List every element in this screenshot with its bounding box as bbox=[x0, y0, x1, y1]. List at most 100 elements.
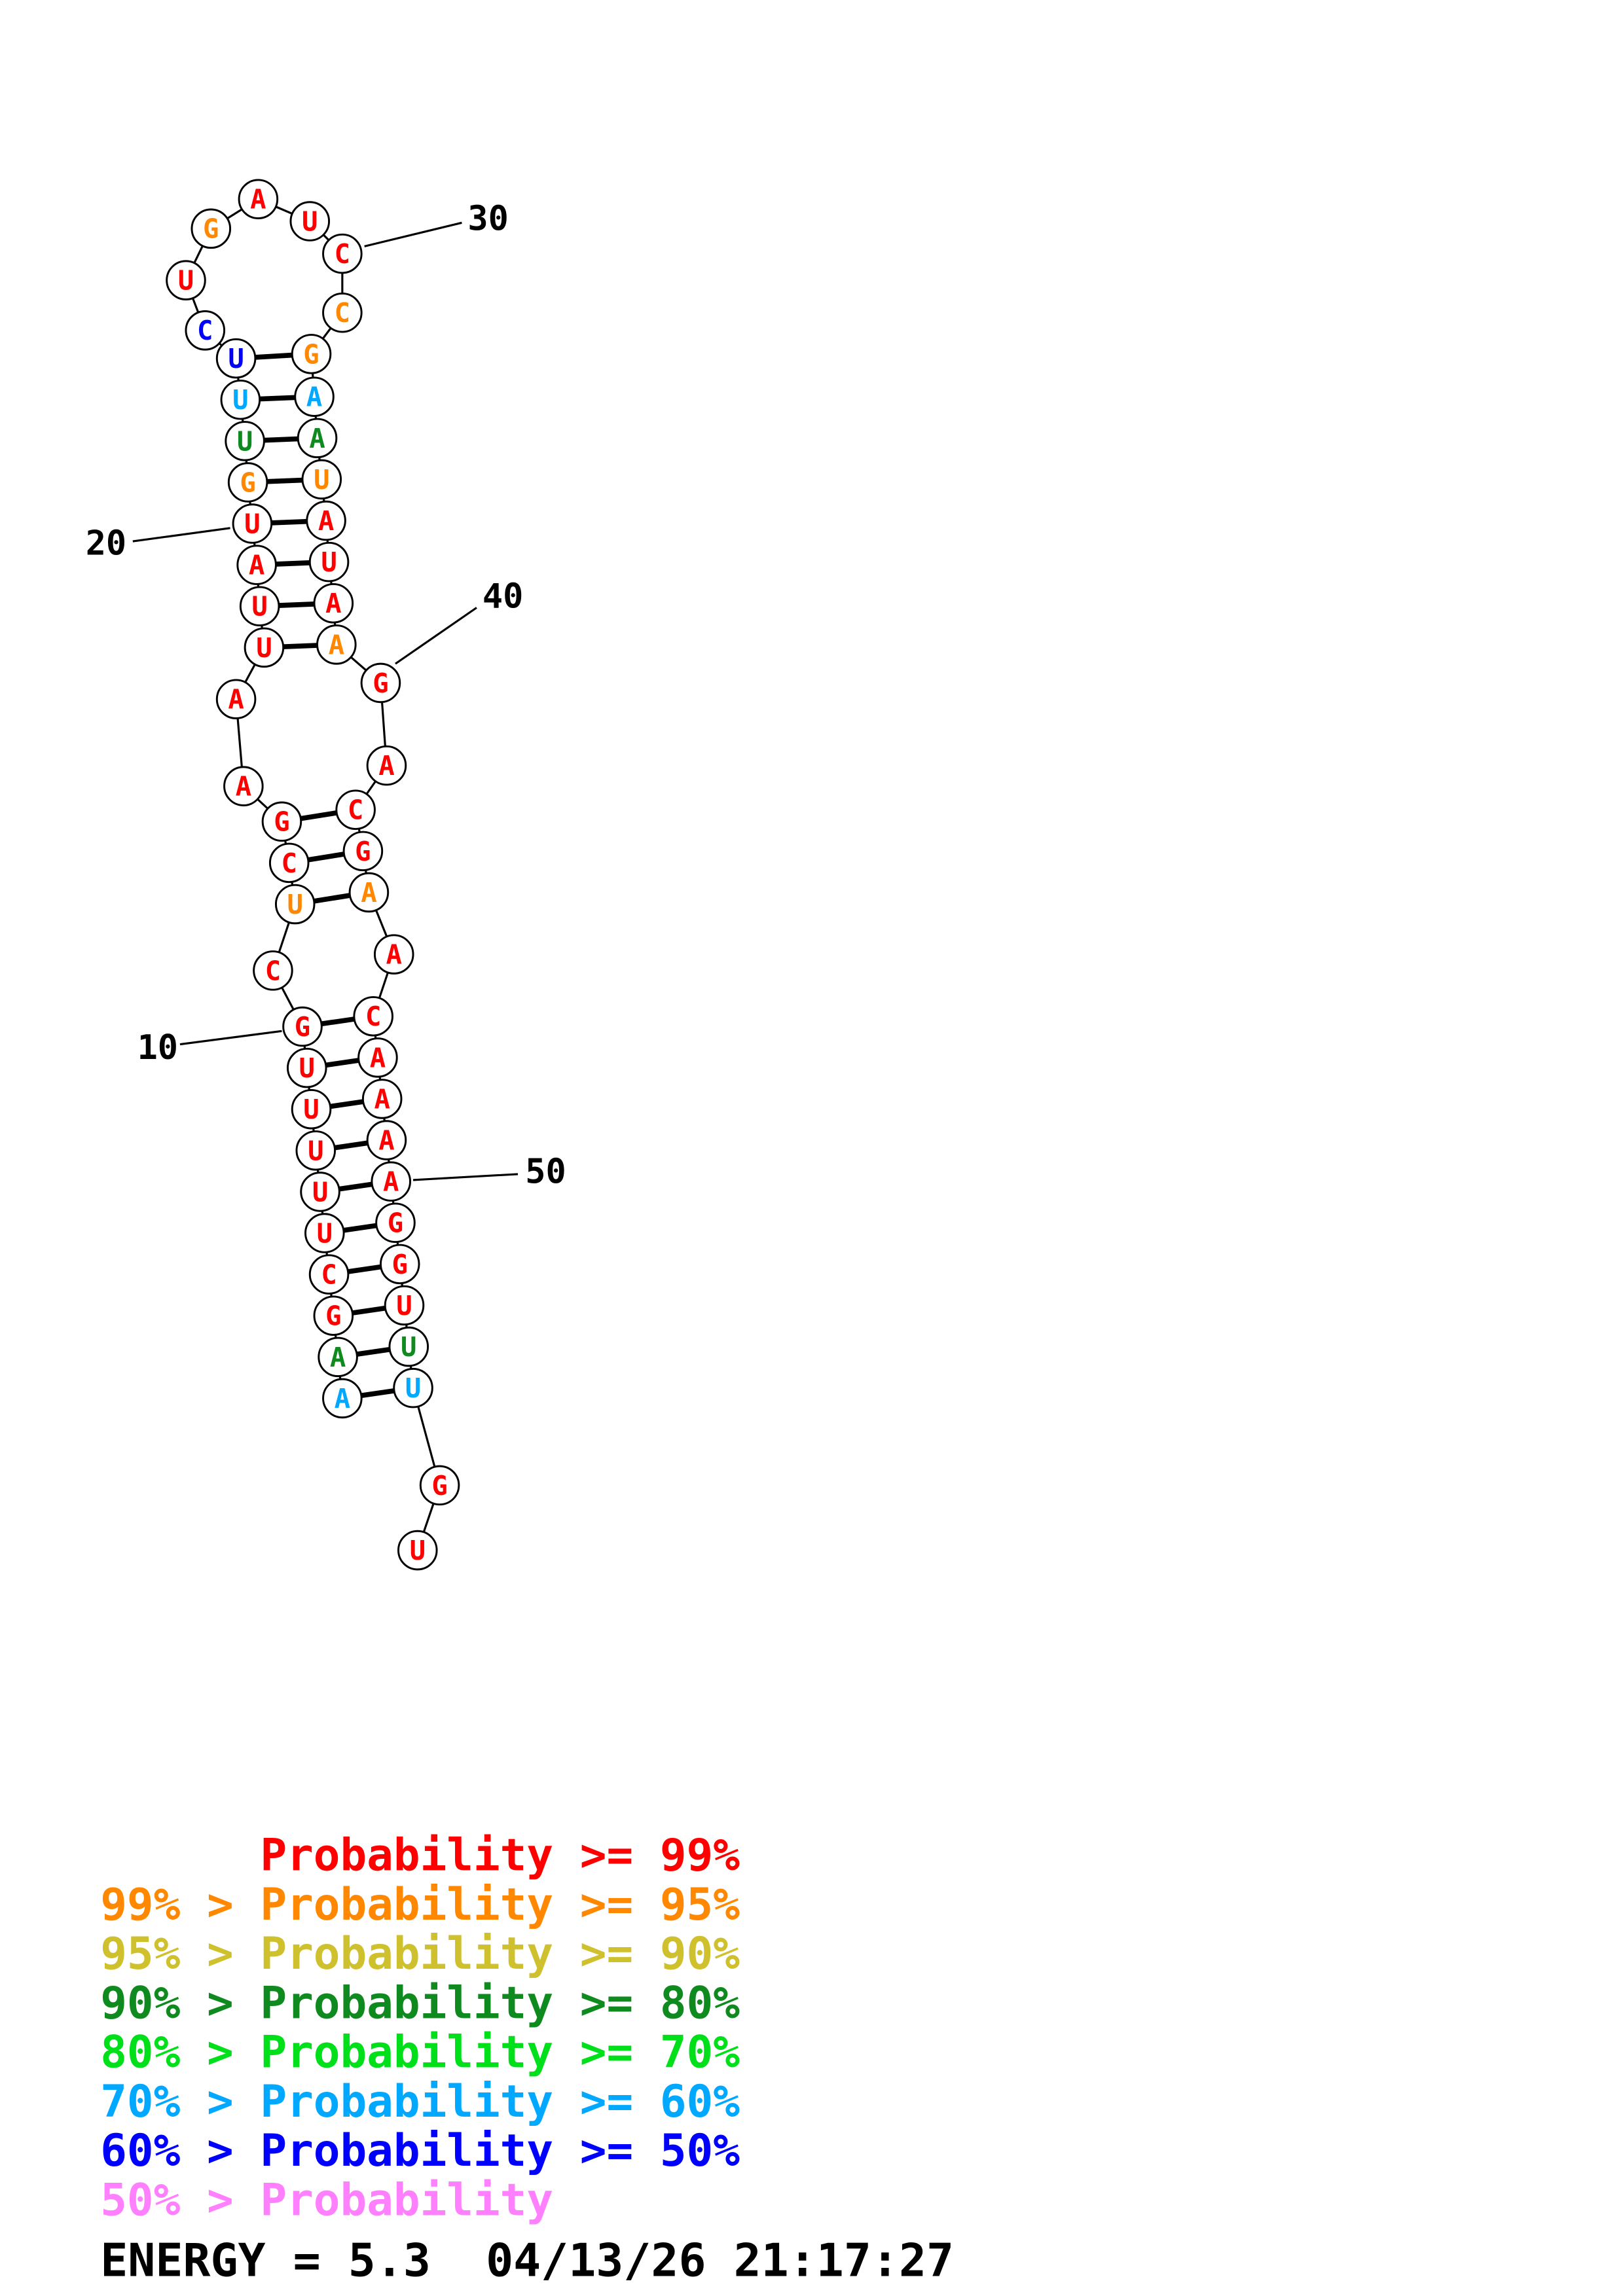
nucleotide-circle bbox=[268, 842, 310, 884]
label-pointer-line bbox=[412, 1173, 519, 1181]
nucleotide-48: A bbox=[361, 1079, 403, 1119]
energy-text: ENERGY = 5.3 04/13/26 21:17:27 bbox=[100, 2234, 954, 2287]
nucleotide-letter: A bbox=[378, 1124, 394, 1156]
nucleotide-letter: G bbox=[388, 1208, 403, 1239]
nucleotide-circle bbox=[215, 679, 257, 719]
nucleotide-letter: U bbox=[317, 1217, 333, 1249]
nucleotide-49: A bbox=[366, 1120, 407, 1160]
nucleotide-circle bbox=[225, 421, 265, 461]
nucleotide-letter: A bbox=[374, 1083, 390, 1115]
nucleotide-circle bbox=[253, 950, 293, 991]
nucleotide-23: U bbox=[220, 379, 261, 420]
nucleotide-57: U bbox=[397, 1530, 438, 1571]
nucleotide-circle bbox=[244, 627, 285, 668]
nucleotide-circle bbox=[373, 934, 414, 975]
nucleotides-group: AAGCUUUUUGCUCGAAUUAUGUUUCUGAUCCGAAUAUAAG… bbox=[166, 179, 460, 1571]
nucleotide-31: C bbox=[322, 293, 363, 333]
nucleotide-26: U bbox=[166, 260, 206, 300]
nucleotide-letter: C bbox=[197, 315, 213, 346]
label-pointer-line bbox=[395, 607, 477, 665]
label-pointer-lines-group bbox=[132, 221, 519, 1181]
nucleotide-21: G bbox=[227, 462, 268, 503]
nucleotide-letter: U bbox=[401, 1331, 416, 1363]
nucleotide-17: U bbox=[244, 627, 285, 668]
nucleotide-35: U bbox=[301, 459, 342, 500]
nucleotide-letter: U bbox=[396, 1290, 412, 1321]
nucleotide-circle bbox=[308, 1254, 350, 1295]
nucleotide-circle bbox=[261, 801, 302, 842]
legend-item: 80% > Probability >= 70% bbox=[100, 2026, 740, 2078]
nucleotide-19: A bbox=[236, 545, 277, 585]
nucleotide-40: G bbox=[360, 662, 401, 704]
nucleotide-letter: A bbox=[228, 684, 244, 715]
nucleotide-letter: C bbox=[348, 795, 363, 826]
nucleotide-letter: U bbox=[303, 1094, 319, 1125]
nucleotide-28: A bbox=[238, 179, 279, 220]
nucleotide-circle bbox=[360, 662, 401, 704]
nucleotide-52: G bbox=[379, 1244, 420, 1285]
nucleotide-letter: A bbox=[249, 550, 264, 581]
nucleotide-circle bbox=[304, 1213, 345, 1253]
nucleotide-circle bbox=[316, 624, 357, 665]
nucleotide-circle bbox=[223, 766, 264, 806]
nucleotide-circle bbox=[322, 293, 363, 333]
legend-item: Probability >= 99% bbox=[100, 1829, 740, 1881]
nucleotide-18: U bbox=[239, 586, 280, 627]
nucleotide-7: U bbox=[295, 1130, 337, 1171]
legend-item: 99% > Probability >= 95% bbox=[100, 1878, 740, 1930]
nucleotide-14: G bbox=[261, 801, 302, 842]
nucleotide-letter: U bbox=[178, 265, 194, 296]
nucleotide-letter: U bbox=[244, 508, 260, 539]
nucleotide-13: C bbox=[268, 842, 310, 884]
nucleotide-34: A bbox=[297, 418, 338, 459]
nucleotide-letter: A bbox=[335, 1383, 350, 1414]
nucleotide-43: G bbox=[342, 831, 384, 872]
nucleotide-circle bbox=[215, 338, 257, 379]
nucleotide-circle bbox=[371, 1161, 411, 1202]
nucleotide-letter: U bbox=[308, 1135, 323, 1166]
nucleotide-16: A bbox=[215, 679, 257, 719]
nucleotide-letter: A bbox=[325, 588, 341, 619]
nucleotide-circle bbox=[308, 541, 350, 583]
nucleotide-letter: C bbox=[321, 1259, 337, 1291]
nucleotide-circle bbox=[366, 745, 407, 786]
nucleotide-letter: G bbox=[203, 213, 219, 245]
nucleotide-46: C bbox=[353, 996, 393, 1037]
nucleotide-8: U bbox=[291, 1088, 332, 1130]
position-label: 50 bbox=[525, 1152, 566, 1191]
nucleotide-10: G bbox=[282, 1006, 323, 1047]
nucleotide-30: C bbox=[322, 233, 363, 274]
nucleotide-letter: A bbox=[306, 382, 322, 413]
nucleotide-letter: G bbox=[392, 1249, 408, 1280]
nucleotide-circle bbox=[375, 1202, 416, 1244]
nucleotide-circle bbox=[191, 208, 232, 249]
nucleotide-55: U bbox=[393, 1367, 433, 1408]
nucleotide-39: A bbox=[316, 624, 357, 665]
nucleotide-letter: G bbox=[295, 1011, 310, 1043]
nucleotide-circle bbox=[236, 545, 277, 585]
nucleotide-circle bbox=[166, 260, 206, 300]
nucleotide-letter: U bbox=[321, 547, 337, 578]
nucleotide-circle bbox=[361, 1079, 403, 1119]
nucleotide-15: A bbox=[223, 766, 264, 806]
nucleotide-circle bbox=[313, 1295, 354, 1336]
nucleotide-circle bbox=[282, 1006, 323, 1047]
nucleotide-letter: U bbox=[237, 425, 253, 457]
nucleotide-circle bbox=[342, 831, 384, 872]
nucleotide-51: G bbox=[375, 1202, 416, 1244]
nucleotide-letter: A bbox=[309, 423, 325, 454]
nucleotide-47: A bbox=[357, 1037, 398, 1078]
nucleotide-letter: A bbox=[383, 1166, 399, 1198]
nucleotide-42: C bbox=[335, 789, 376, 831]
probability-legend: Probability >= 99%99% > Probability >= 9… bbox=[100, 1829, 740, 2226]
nucleotide-circle bbox=[318, 1336, 358, 1378]
nucleotide-letter: U bbox=[287, 889, 303, 920]
nucleotide-circle bbox=[322, 233, 363, 274]
nucleotide-circle bbox=[232, 503, 273, 544]
nucleotide-3: G bbox=[313, 1295, 354, 1336]
legend-item: 50% > Probability bbox=[100, 2174, 553, 2226]
nucleotide-36: A bbox=[306, 500, 346, 541]
nucleotide-circle bbox=[297, 418, 338, 459]
label-pointer-line bbox=[132, 527, 230, 543]
